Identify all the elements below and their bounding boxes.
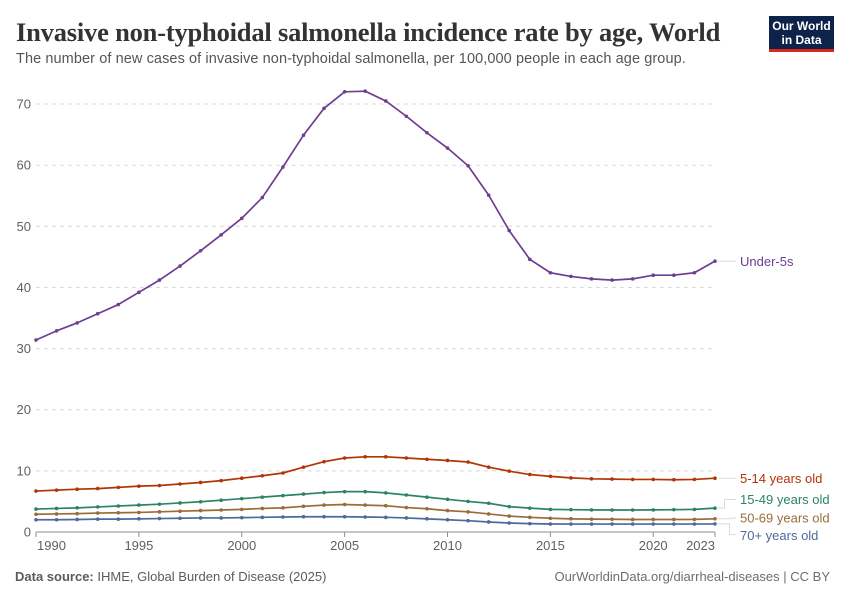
svg-text:5-14 years old: 5-14 years old <box>740 471 822 486</box>
svg-text:2015: 2015 <box>536 538 565 553</box>
svg-text:2010: 2010 <box>433 538 462 553</box>
svg-text:0: 0 <box>24 525 31 540</box>
svg-text:50-69 years old: 50-69 years old <box>740 511 830 526</box>
svg-text:70: 70 <box>17 97 31 112</box>
svg-text:10: 10 <box>17 463 31 478</box>
svg-text:70+ years old: 70+ years old <box>740 528 818 543</box>
svg-text:15-49 years old: 15-49 years old <box>740 492 830 507</box>
svg-text:40: 40 <box>17 280 31 295</box>
svg-text:2020: 2020 <box>639 538 668 553</box>
svg-text:2005: 2005 <box>330 538 359 553</box>
svg-text:20: 20 <box>17 402 31 417</box>
svg-text:2000: 2000 <box>227 538 256 553</box>
svg-text:Under-5s: Under-5s <box>740 254 794 269</box>
svg-text:50: 50 <box>17 219 31 234</box>
svg-text:60: 60 <box>17 158 31 173</box>
svg-text:1990: 1990 <box>37 538 66 553</box>
svg-text:30: 30 <box>17 341 31 356</box>
svg-text:2023: 2023 <box>686 538 715 553</box>
svg-text:1995: 1995 <box>124 538 153 553</box>
